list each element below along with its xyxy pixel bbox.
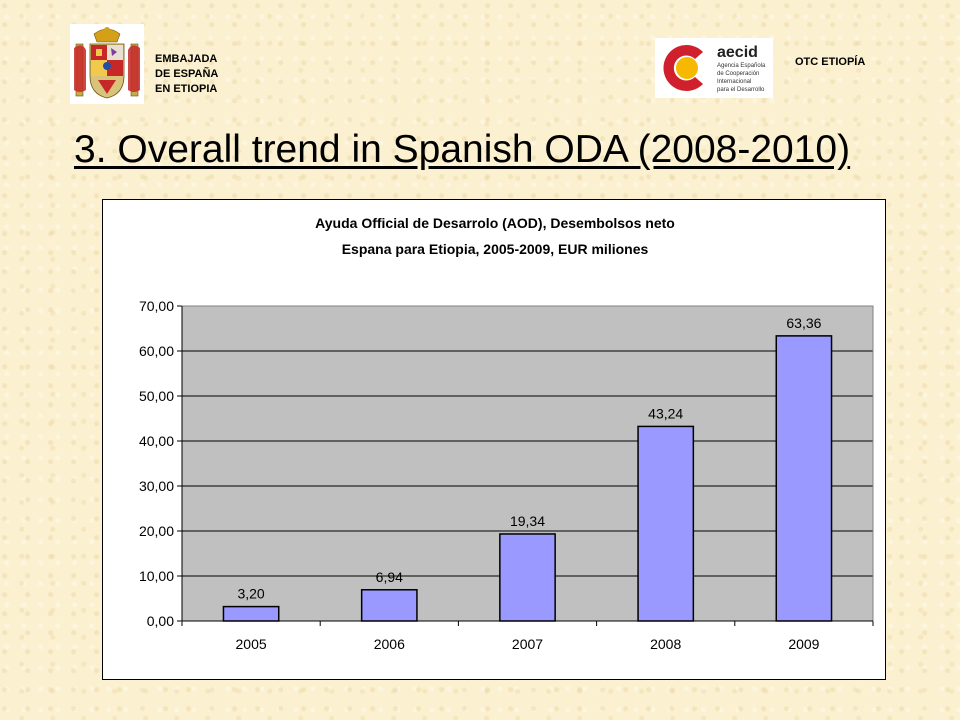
- bar-2007: [499, 533, 556, 622]
- spain-coat-of-arms-logo: [70, 24, 144, 104]
- aecid-logo: aecid Agencia Española de Cooperación In…: [655, 38, 773, 98]
- y-tick-label: 20,00: [139, 523, 174, 539]
- x-tick-label: 2005: [236, 636, 267, 652]
- bar-chart: Ayuda Official de Desarrolo (AOD), Desem…: [139, 215, 874, 652]
- embassy-line: EMBAJADA: [155, 53, 218, 65]
- y-tick-label: 70,00: [139, 298, 174, 314]
- data-label: 3,20: [237, 586, 264, 602]
- bar-2006: [360, 589, 418, 622]
- bar-2009: [775, 335, 833, 622]
- data-label: 63,36: [786, 315, 821, 331]
- y-tick-label: 60,00: [139, 343, 174, 359]
- data-label: 43,24: [648, 405, 683, 421]
- embassy-line: DE ESPAÑA: [155, 68, 219, 80]
- x-tick-label: 2007: [512, 636, 543, 652]
- y-tick-label: 30,00: [139, 478, 174, 494]
- x-tick-label: 2008: [650, 636, 681, 652]
- chart-subtitle: Espana para Etiopia, 2005-2009, EUR mili…: [342, 241, 649, 257]
- aecid-tagline-line: de Cooperación: [717, 71, 759, 77]
- embassy-line: EN ETIOPIA: [155, 83, 218, 95]
- chart-title: Ayuda Official de Desarrolo (AOD), Desem…: [315, 215, 675, 231]
- office-label: OTC ETIOPÍA: [795, 56, 866, 68]
- bar-2005: [222, 605, 280, 622]
- aecid-tagline-line: para el Desarrollo: [717, 87, 765, 93]
- y-tick-label: 0,00: [147, 613, 174, 629]
- data-label: 6,94: [376, 569, 403, 585]
- embassy-name: EMBAJADA DE ESPAÑA EN ETIOPIA: [155, 52, 218, 97]
- aecid-name: aecid: [717, 44, 758, 61]
- aecid-tagline-line: Agencia Española: [717, 63, 766, 69]
- chart-area: Ayuda Official de Desarrolo (AOD), Desem…: [102, 199, 886, 680]
- y-tick-label: 40,00: [139, 433, 174, 449]
- aecid-tagline-line: Internacional: [717, 79, 751, 85]
- x-tick-label: 2009: [788, 636, 819, 652]
- x-tick-label: 2006: [374, 636, 405, 652]
- data-label: 19,34: [510, 513, 545, 529]
- y-tick-label: 10,00: [139, 568, 174, 584]
- y-tick-label: 50,00: [139, 388, 174, 404]
- bar-2008: [637, 425, 695, 622]
- slide-title: 3. Overall trend in Spanish ODA (2008-20…: [74, 128, 851, 171]
